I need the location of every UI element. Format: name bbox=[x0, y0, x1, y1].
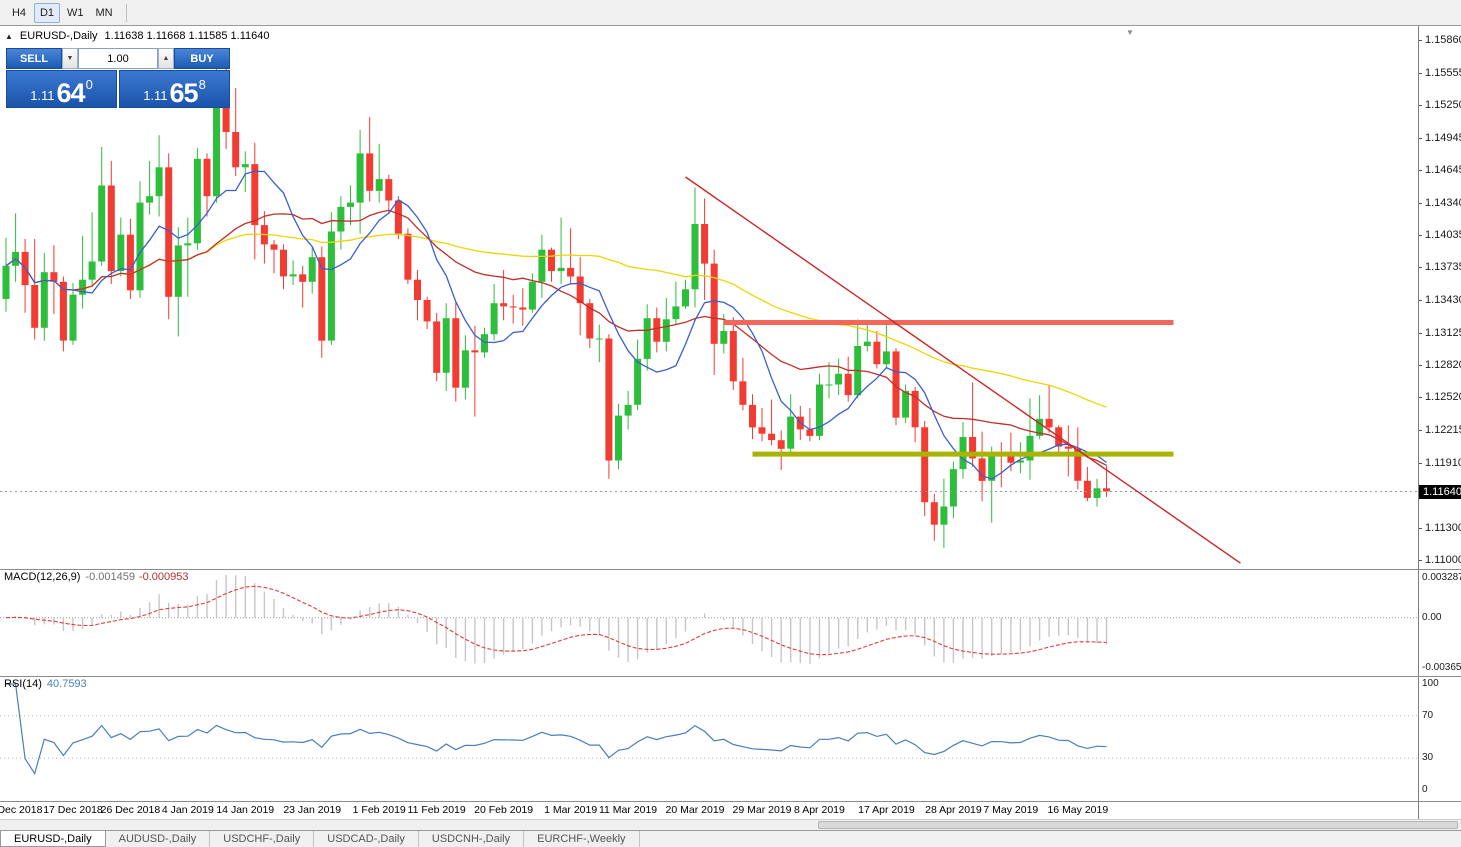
pane-separator bbox=[0, 801, 1461, 802]
price-tick: 1.13430 bbox=[1419, 294, 1461, 306]
price-tick: 1.11300 bbox=[1419, 522, 1461, 534]
macd-pane[interactable]: MACD(12,26,9) -0.001459 -0.000953 bbox=[0, 569, 1418, 676]
rsi-axis-70: 70 bbox=[1422, 709, 1434, 721]
chart-tab-usdchf-daily[interactable]: USDCHF-,Daily bbox=[210, 831, 315, 847]
timeframe-w1-button[interactable]: W1 bbox=[62, 3, 89, 23]
date-label: 11 Mar 2019 bbox=[598, 804, 658, 816]
volume-value: 1.00 bbox=[107, 52, 129, 65]
date-label: 20 Feb 2019 bbox=[474, 804, 534, 816]
price-tick: 1.14645 bbox=[1419, 164, 1461, 176]
date-label: 16 May 2019 bbox=[1047, 804, 1109, 816]
ask-price-button[interactable]: 1.11 65 8 bbox=[119, 70, 230, 108]
candlestick-chart-svg bbox=[0, 55, 1418, 564]
chart-symbol-label: EURUSD-,Daily bbox=[19, 30, 98, 42]
collapse-arrow-icon[interactable]: ▲ bbox=[5, 31, 13, 41]
timeframe-d1-button[interactable]: D1 bbox=[34, 2, 60, 23]
macd-signal-value: -0.000953 bbox=[138, 571, 189, 583]
date-label: 7 Dec 2018 bbox=[0, 804, 43, 816]
volume-input[interactable]: 1.00 bbox=[78, 48, 158, 69]
price-tick: 1.13735 bbox=[1419, 261, 1461, 273]
price-chart-pane[interactable]: ▲ EURUSD-,Daily 1.11638 1.11668 1.11585 … bbox=[0, 26, 1418, 569]
pane-separator[interactable] bbox=[0, 676, 1461, 677]
date-label: 17 Dec 2018 bbox=[43, 804, 103, 816]
chart-ohlc-label: 1.11638 1.11668 1.11585 1.11640 bbox=[104, 30, 270, 42]
ask-big-digits: 65 bbox=[169, 78, 199, 109]
timeframe-h4-button[interactable]: H4 bbox=[6, 3, 32, 23]
date-label: 4 Jan 2019 bbox=[161, 804, 214, 816]
chart-tab-eurchf-weekly[interactable]: EURCHF-,Weekly bbox=[524, 831, 640, 847]
date-label: 8 Apr 2019 bbox=[794, 804, 845, 816]
price-tick: 1.14035 bbox=[1419, 229, 1461, 241]
date-label: 23 Jan 2019 bbox=[283, 804, 342, 816]
chart-shift-marker-icon: ▼ bbox=[1126, 28, 1134, 37]
rsi-name: RSI(14) bbox=[4, 678, 42, 690]
chart-tab-audusd-daily[interactable]: AUDUSD-,Daily bbox=[106, 831, 211, 847]
date-label: 26 Dec 2018 bbox=[100, 804, 161, 816]
rsi-axis-30: 30 bbox=[1422, 752, 1434, 764]
date-label: 29 Mar 2019 bbox=[732, 804, 792, 816]
macd-axis-max: 0.003287 bbox=[1422, 572, 1461, 583]
one-click-trading-panel: SELL ▼ 1.00 ▲ BUY 1.11 64 0 1.11 65 8 bbox=[6, 48, 230, 108]
price-tick: 1.14945 bbox=[1419, 132, 1461, 144]
timeframe-toolbar: H4 D1 W1 MN bbox=[0, 0, 1461, 26]
price-tick: 1.12820 bbox=[1419, 359, 1461, 371]
bid-prefix: 1.11 bbox=[30, 88, 55, 103]
toolbar-divider bbox=[125, 3, 127, 22]
macd-name: MACD(12,26,9) bbox=[4, 571, 81, 583]
rsi-chart-svg bbox=[0, 683, 1418, 776]
timeframe-buttons: H4 D1 W1 MN bbox=[6, 2, 118, 23]
price-axis[interactable]: 1.11640 0.003287 0.00 -0.003659 1.15860 1… bbox=[1418, 26, 1461, 819]
date-label: 20 Mar 2019 bbox=[665, 804, 725, 816]
horizontal-scrollbar[interactable] bbox=[0, 819, 1461, 830]
scrollbar-thumb[interactable] bbox=[818, 821, 1458, 829]
price-tick: 1.13125 bbox=[1419, 327, 1461, 339]
chart-tab-usdcnh-daily[interactable]: USDCNH-,Daily bbox=[419, 831, 525, 847]
macd-axis-zero: 0.00 bbox=[1422, 611, 1442, 623]
rsi-axis-0: 0 bbox=[1422, 784, 1428, 795]
bid-pip-digit: 0 bbox=[85, 77, 93, 92]
sell-button[interactable]: SELL bbox=[6, 48, 62, 69]
chart-tabs-bar: EURUSD-,Daily AUDUSD-,Daily USDCHF-,Daily U… bbox=[0, 830, 1461, 847]
price-tick: 1.15250 bbox=[1419, 99, 1461, 111]
price-tick: 1.14340 bbox=[1419, 197, 1461, 209]
rsi-pane[interactable]: RSI(14) 40.7593 bbox=[0, 676, 1418, 801]
price-tick: 1.11910 bbox=[1419, 457, 1461, 469]
rsi-value: 40.7593 bbox=[46, 678, 87, 690]
date-label: 28 Apr 2019 bbox=[925, 804, 982, 816]
chart-header: ▲ EURUSD-,Daily 1.11638 1.11668 1.11585 … bbox=[5, 30, 270, 42]
macd-chart-svg bbox=[0, 575, 1418, 664]
macd-axis-min: -0.003659 bbox=[1422, 662, 1461, 673]
timeframe-mn-button[interactable]: MN bbox=[91, 3, 118, 23]
bid-price-button[interactable]: 1.11 64 0 bbox=[6, 70, 117, 108]
ask-prefix: 1.11 bbox=[143, 88, 168, 103]
ask-pip-digit: 8 bbox=[198, 77, 206, 92]
bid-big-digits: 64 bbox=[56, 78, 86, 109]
pane-separator[interactable] bbox=[0, 569, 1461, 570]
price-tick: 1.15860 bbox=[1419, 34, 1461, 46]
rsi-axis-100: 100 bbox=[1422, 678, 1439, 689]
date-label: 17 Apr 2019 bbox=[858, 804, 915, 816]
price-tick: 1.12215 bbox=[1419, 424, 1461, 436]
chart-tab-usdcad-daily[interactable]: USDCAD-,Daily bbox=[314, 831, 419, 847]
date-label: 14 Jan 2019 bbox=[216, 804, 275, 816]
date-label: 1 Feb 2019 bbox=[352, 804, 406, 816]
volume-increase-button[interactable]: ▲ bbox=[158, 48, 174, 69]
chart-tab-eurusd-daily[interactable]: EURUSD-,Daily bbox=[0, 831, 106, 847]
rsi-label: RSI(14) 40.7593 bbox=[4, 678, 87, 690]
macd-label: MACD(12,26,9) -0.001459 -0.000953 bbox=[4, 571, 189, 583]
current-price-tag: 1.11640 bbox=[1419, 484, 1461, 499]
volume-decrease-button[interactable]: ▼ bbox=[62, 48, 78, 69]
price-tick: 1.11000 bbox=[1419, 554, 1461, 566]
macd-main-value: -0.001459 bbox=[85, 571, 135, 583]
price-tick: 1.15555 bbox=[1419, 67, 1461, 79]
price-tick: 1.12520 bbox=[1419, 391, 1461, 403]
date-label: 1 Mar 2019 bbox=[544, 804, 598, 816]
date-label: 11 Feb 2019 bbox=[407, 804, 466, 816]
buy-button[interactable]: BUY bbox=[174, 48, 230, 69]
date-label: 7 May 2019 bbox=[983, 804, 1039, 816]
